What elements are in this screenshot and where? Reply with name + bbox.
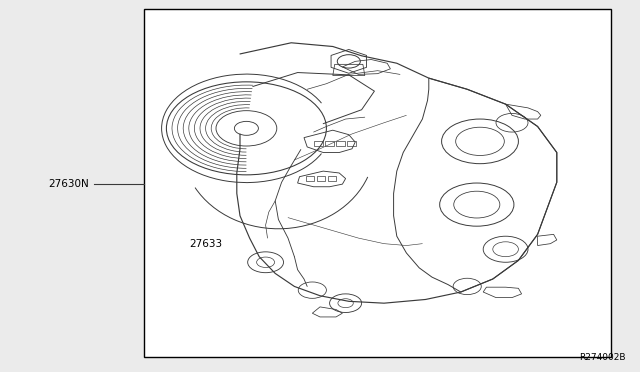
- Text: 27633: 27633: [189, 239, 222, 248]
- Bar: [144, 9, 611, 357]
- Text: 27630N: 27630N: [48, 179, 89, 189]
- Text: R274002B: R274002B: [579, 353, 626, 362]
